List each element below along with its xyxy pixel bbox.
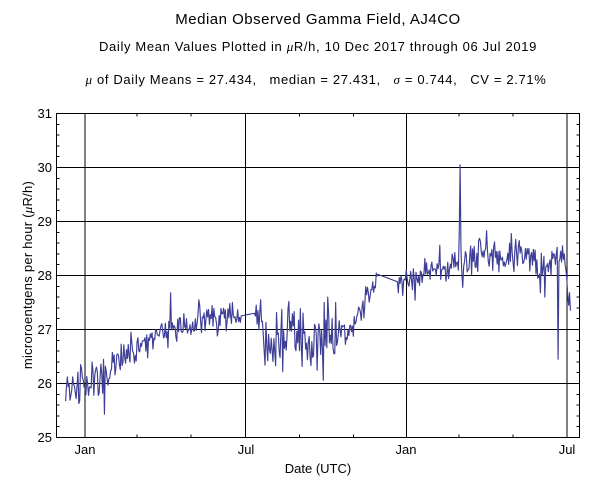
svg-text:microroentgens per hour (μR/h): microroentgens per hour (μR/h)	[20, 181, 35, 369]
svg-text:Jan: Jan	[396, 442, 417, 457]
svg-text:28: 28	[38, 268, 52, 283]
svg-text:Jul: Jul	[238, 442, 255, 457]
svg-text:25: 25	[38, 430, 52, 445]
svg-text:Date (UTC): Date (UTC)	[285, 461, 351, 476]
svg-text:26: 26	[38, 376, 52, 391]
svg-text:31: 31	[38, 106, 52, 121]
svg-text:30: 30	[38, 160, 52, 175]
svg-text:29: 29	[38, 214, 52, 229]
svg-text:μ of Daily Means = 27.434, m: μ of Daily Means = 27.434, median = 27.4…	[85, 72, 547, 87]
svg-text:27: 27	[38, 322, 52, 337]
svg-text:Jan: Jan	[75, 442, 96, 457]
svg-text:Median Observed Gamma Field, A: Median Observed Gamma Field, AJ4CO	[175, 11, 460, 28]
svg-text:Jul: Jul	[559, 442, 576, 457]
svg-text:Daily Mean Values Plotted in μ: Daily Mean Values Plotted in μR/h, 10 De…	[99, 39, 537, 54]
